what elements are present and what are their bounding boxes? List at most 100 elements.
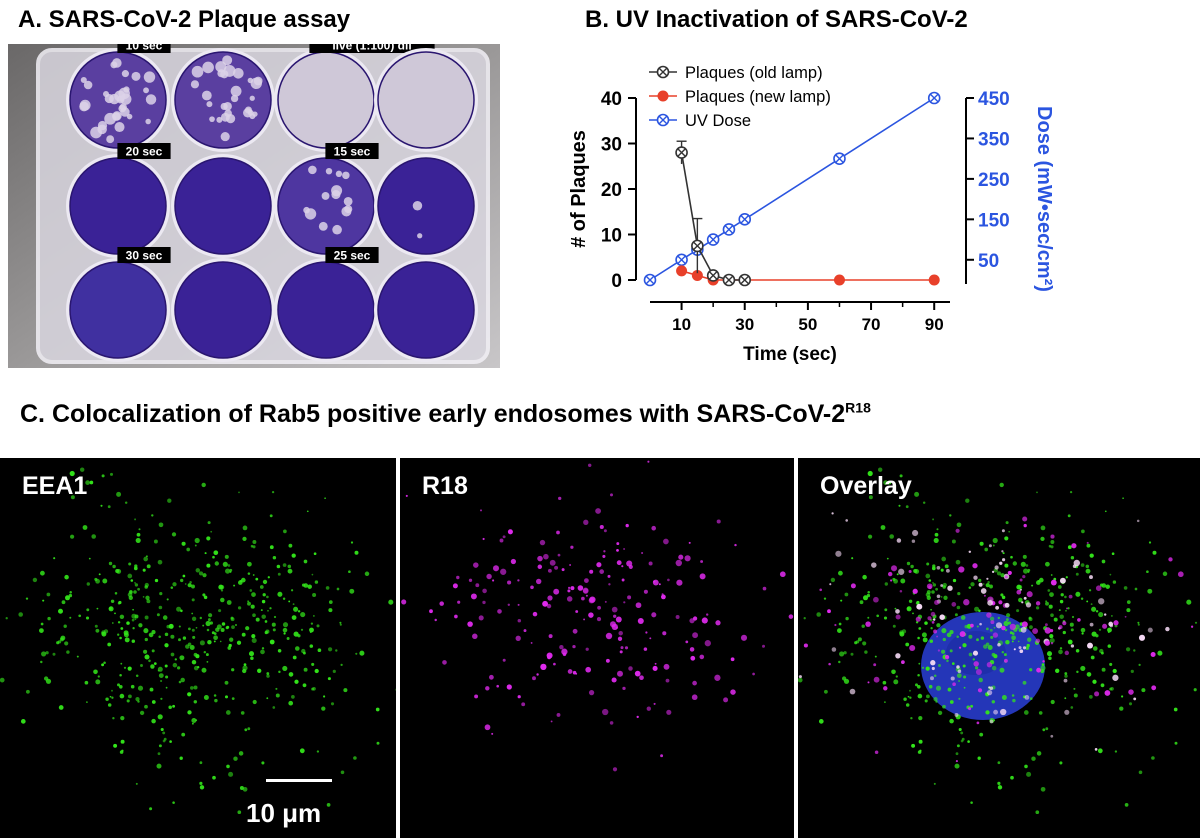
plaque: [215, 61, 227, 73]
well-label-bg: [309, 44, 435, 53]
panel-c-title-main: C. Colocalization of Rab5 positive early…: [20, 400, 846, 428]
plaque: [344, 205, 353, 214]
plaque: [220, 102, 228, 111]
plaque: [79, 99, 91, 111]
y-tick-label-right: 150: [978, 210, 1010, 231]
well-label-text: live (1:100) dil: [332, 44, 411, 53]
data-point: [706, 269, 720, 282]
plaque: [206, 101, 213, 108]
well-label: live (1:100) dil: [309, 44, 435, 53]
plaque: [230, 85, 242, 97]
plaque: [106, 135, 115, 144]
plaque: [304, 208, 317, 220]
legend-entry: Plaques (new lamp): [685, 88, 831, 106]
data-point: [691, 239, 704, 253]
plaque: [201, 90, 212, 101]
plaque: [252, 111, 258, 117]
plaque: [232, 67, 244, 79]
plaque: [145, 118, 151, 125]
plaque-assay-photo: 10 sec live (1:100) dil 20 sec 15 sec 30 sec…: [8, 44, 500, 368]
well-label-bg: [117, 143, 171, 159]
well: [69, 157, 167, 255]
plaque: [114, 121, 125, 133]
panel-b-title: B. UV Inactivation of SARS-CoV-2: [585, 6, 968, 33]
data-point: [833, 274, 845, 286]
y-axis-label-left: # of Plaques: [568, 130, 590, 248]
plaque: [90, 126, 102, 139]
well: [174, 261, 272, 359]
plaque: [230, 94, 239, 103]
plaque: [97, 120, 108, 131]
data-point: [676, 265, 688, 277]
well-label: 25 sec: [325, 247, 379, 263]
plaque: [191, 65, 204, 78]
well: [277, 261, 375, 359]
x-tick-label: 70: [862, 315, 881, 334]
well-label-text: 25 sec: [334, 249, 371, 263]
plaque: [318, 221, 328, 231]
micrograph-label-eea1: EEA1: [22, 472, 88, 500]
panel-c-title: C. Colocalization of Rab5 positive early…: [20, 400, 871, 429]
well-label-text: 20 sec: [126, 145, 163, 159]
well: [377, 157, 475, 255]
data-point: [928, 274, 940, 286]
y-tick-label-right: 350: [978, 129, 1010, 150]
plaque: [321, 191, 330, 200]
y-tick-label-right: 50: [978, 251, 999, 272]
well-label: 10 sec: [117, 44, 171, 53]
y-tick-label-left: 10: [601, 226, 622, 247]
plaque: [143, 71, 156, 83]
plaque: [110, 61, 118, 69]
y-tick-label-right: 450: [978, 89, 1010, 110]
plaque: [217, 69, 226, 78]
plaque: [225, 113, 236, 124]
y-tick-label-left: 30: [601, 135, 622, 156]
data-point: [738, 273, 752, 287]
x-tick-label: 90: [925, 315, 944, 334]
y-tick-label-left: 0: [611, 271, 622, 292]
plaque: [202, 61, 214, 74]
well-label-text: 10 sec: [126, 44, 163, 53]
well-label-text: 30 sec: [126, 249, 163, 263]
micrograph-r18: R18: [400, 458, 794, 838]
panel-c-title-sup: R18: [845, 399, 871, 416]
micrograph-overlay: Overlay: [798, 458, 1200, 838]
well-label: 15 sec: [325, 143, 379, 159]
plaque: [417, 233, 423, 239]
plaque: [216, 116, 223, 123]
well: [277, 51, 375, 149]
well: [174, 157, 272, 255]
legend-marker: [657, 90, 669, 102]
well-label: 20 sec: [117, 143, 171, 159]
plaque: [223, 64, 236, 77]
plaque: [412, 201, 423, 211]
plaque: [243, 108, 253, 118]
legend-marker: [656, 113, 670, 127]
plaque: [143, 87, 149, 94]
data-point: [722, 223, 736, 236]
plaque: [112, 111, 122, 121]
uv-inactivation-chart: 10 30 50 70 90 Time (sec) 0 10 20 30 40 # of Plaque…: [555, 42, 1055, 382]
plaque: [253, 76, 263, 86]
legend-entry: UV Dose: [685, 112, 751, 130]
data-point: [675, 253, 688, 267]
plaque: [209, 116, 215, 123]
plaque: [335, 170, 343, 178]
series-line-1: [681, 270, 935, 281]
legend-marker: [656, 65, 670, 79]
plaque: [343, 196, 353, 206]
well-label-bg: [325, 247, 379, 263]
y-tick-label-right: 250: [978, 170, 1010, 191]
plaque: [118, 104, 127, 113]
plaque: [342, 171, 350, 180]
plaque: [220, 132, 230, 142]
plaque: [83, 80, 93, 90]
scale-bar-label: 10 μm: [246, 798, 322, 828]
x-tick-label: 50: [798, 315, 817, 334]
data-point: [833, 152, 846, 165]
plaque: [145, 94, 157, 105]
x-axis-label: Time (sec): [743, 344, 837, 365]
x-tick-label: 10: [672, 315, 691, 334]
well: [277, 157, 375, 255]
y-axis-label-right: Dose (mW•sec/cm²): [1033, 106, 1055, 292]
